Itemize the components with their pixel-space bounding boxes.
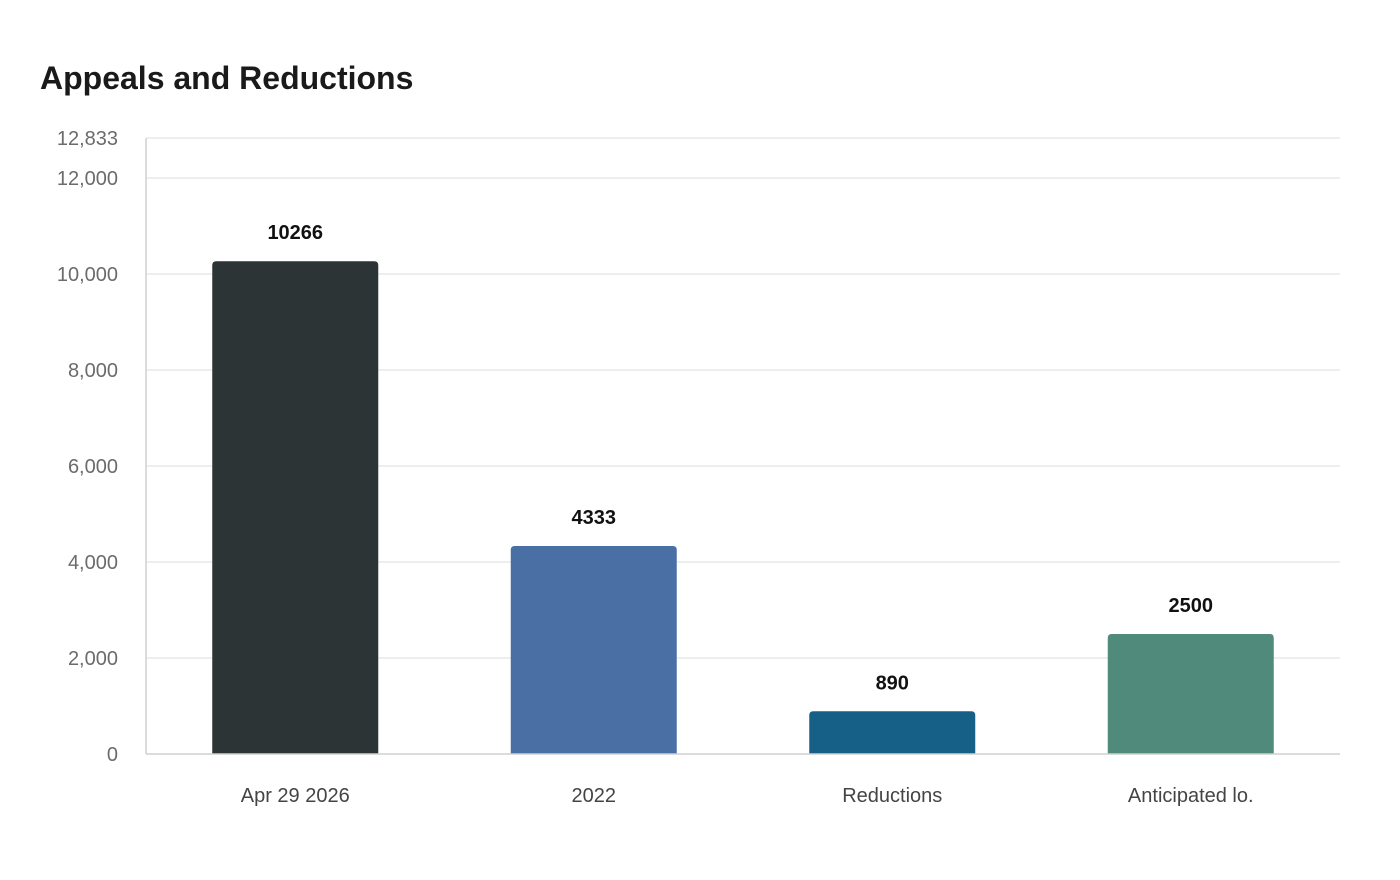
bar — [809, 711, 976, 754]
x-tick-label: Reductions — [842, 785, 942, 807]
bar-value-label: 2500 — [1169, 595, 1214, 617]
y-tick-label: 6,000 — [68, 456, 118, 478]
y-tick-label: 12,000 — [57, 168, 118, 190]
bar-value-label: 4333 — [572, 507, 617, 529]
bar — [1107, 633, 1274, 754]
data-labels: 10266 4333 890 2500 — [267, 222, 1213, 694]
bars — [212, 261, 1274, 754]
bar-value-label: 890 — [876, 672, 909, 694]
y-tick-label: 2,000 — [68, 648, 118, 670]
y-tick-label: 0 — [107, 744, 118, 766]
x-axis-ticks: Apr 29 2026 2022 Reductions Anticipated lo. — [241, 785, 1254, 807]
y-tick-label: 10,000 — [57, 264, 118, 286]
x-tick-label: Apr 29 2026 — [241, 785, 350, 807]
bar-value-label: 10266 — [267, 222, 323, 244]
x-tick-label: 2022 — [572, 785, 617, 807]
y-tick-label: 4,000 — [68, 552, 118, 574]
bar — [212, 261, 379, 754]
chart-title: Appeals and Reductions — [40, 60, 414, 96]
x-tick-label: Anticipated lo. — [1128, 785, 1254, 807]
y-tick-label: 8,000 — [68, 360, 118, 382]
bar — [510, 546, 677, 754]
y-axis-ticks: 0 2,000 4,000 6,000 8,000 10,000 12,000 12,833 — [57, 128, 118, 766]
y-tick-label: 12,833 — [57, 128, 118, 150]
